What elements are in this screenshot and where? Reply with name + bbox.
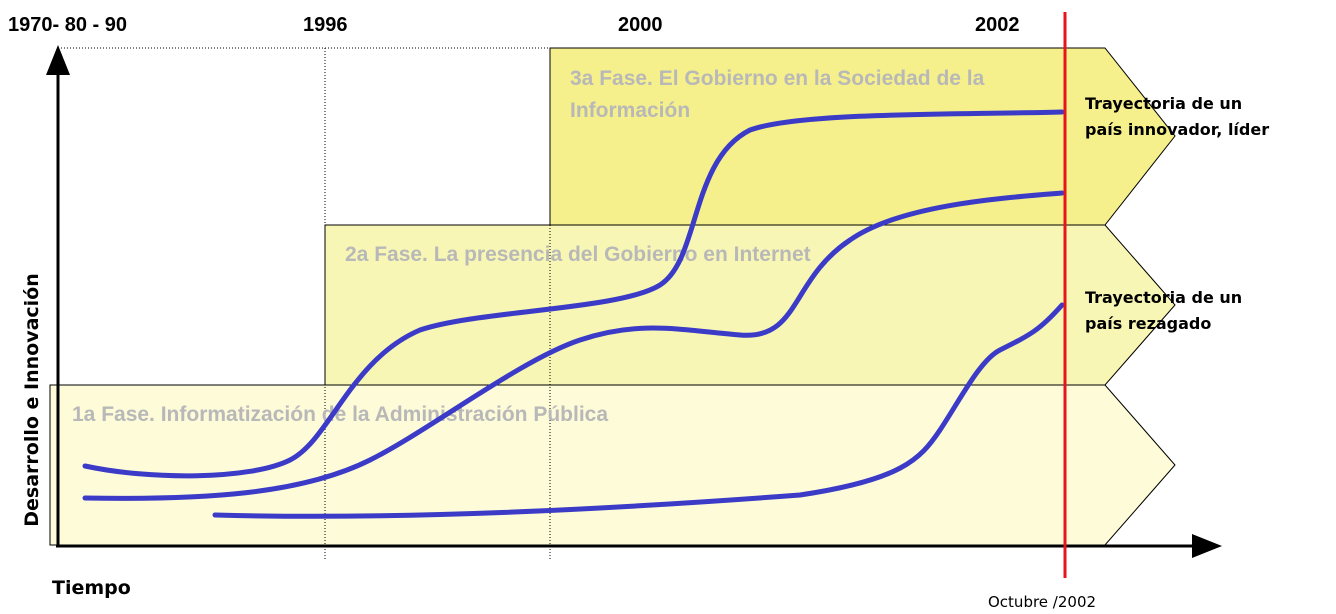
trajectory-label: Trayectoria de un: [1085, 288, 1242, 307]
phase-label: Información: [570, 99, 690, 122]
trajectory-label: país innovador, líder: [1085, 120, 1269, 139]
trajectory-label: país rezagado: [1085, 314, 1211, 333]
marker-label: Octubre /2002: [988, 593, 1096, 611]
x-axis-label: Tiempo: [52, 577, 131, 599]
period-label: 2000: [618, 14, 663, 36]
phase-label: 2a Fase. La presencia del Gobierno en In…: [345, 243, 811, 266]
x-axis-arrow: [1192, 534, 1222, 558]
period-label: 1970- 80 - 90: [8, 14, 127, 36]
trajectory-curve: [212, 302, 1065, 519]
period-label: 1996: [303, 14, 348, 36]
phase-label: 3a Fase. El Gobierno en la Sociedad de l…: [570, 67, 985, 90]
period-label: 2002: [975, 14, 1020, 36]
phase-label: 1a Fase. Informatización de la Administr…: [72, 403, 608, 426]
trajectory-label: Trayectoria de un: [1085, 94, 1242, 113]
trajectory-curve: [82, 190, 1065, 501]
y-axis-label: Desarrollo e Innovación: [21, 273, 43, 527]
trajectory-curve: [82, 109, 1065, 479]
y-axis-arrow: [46, 45, 70, 75]
